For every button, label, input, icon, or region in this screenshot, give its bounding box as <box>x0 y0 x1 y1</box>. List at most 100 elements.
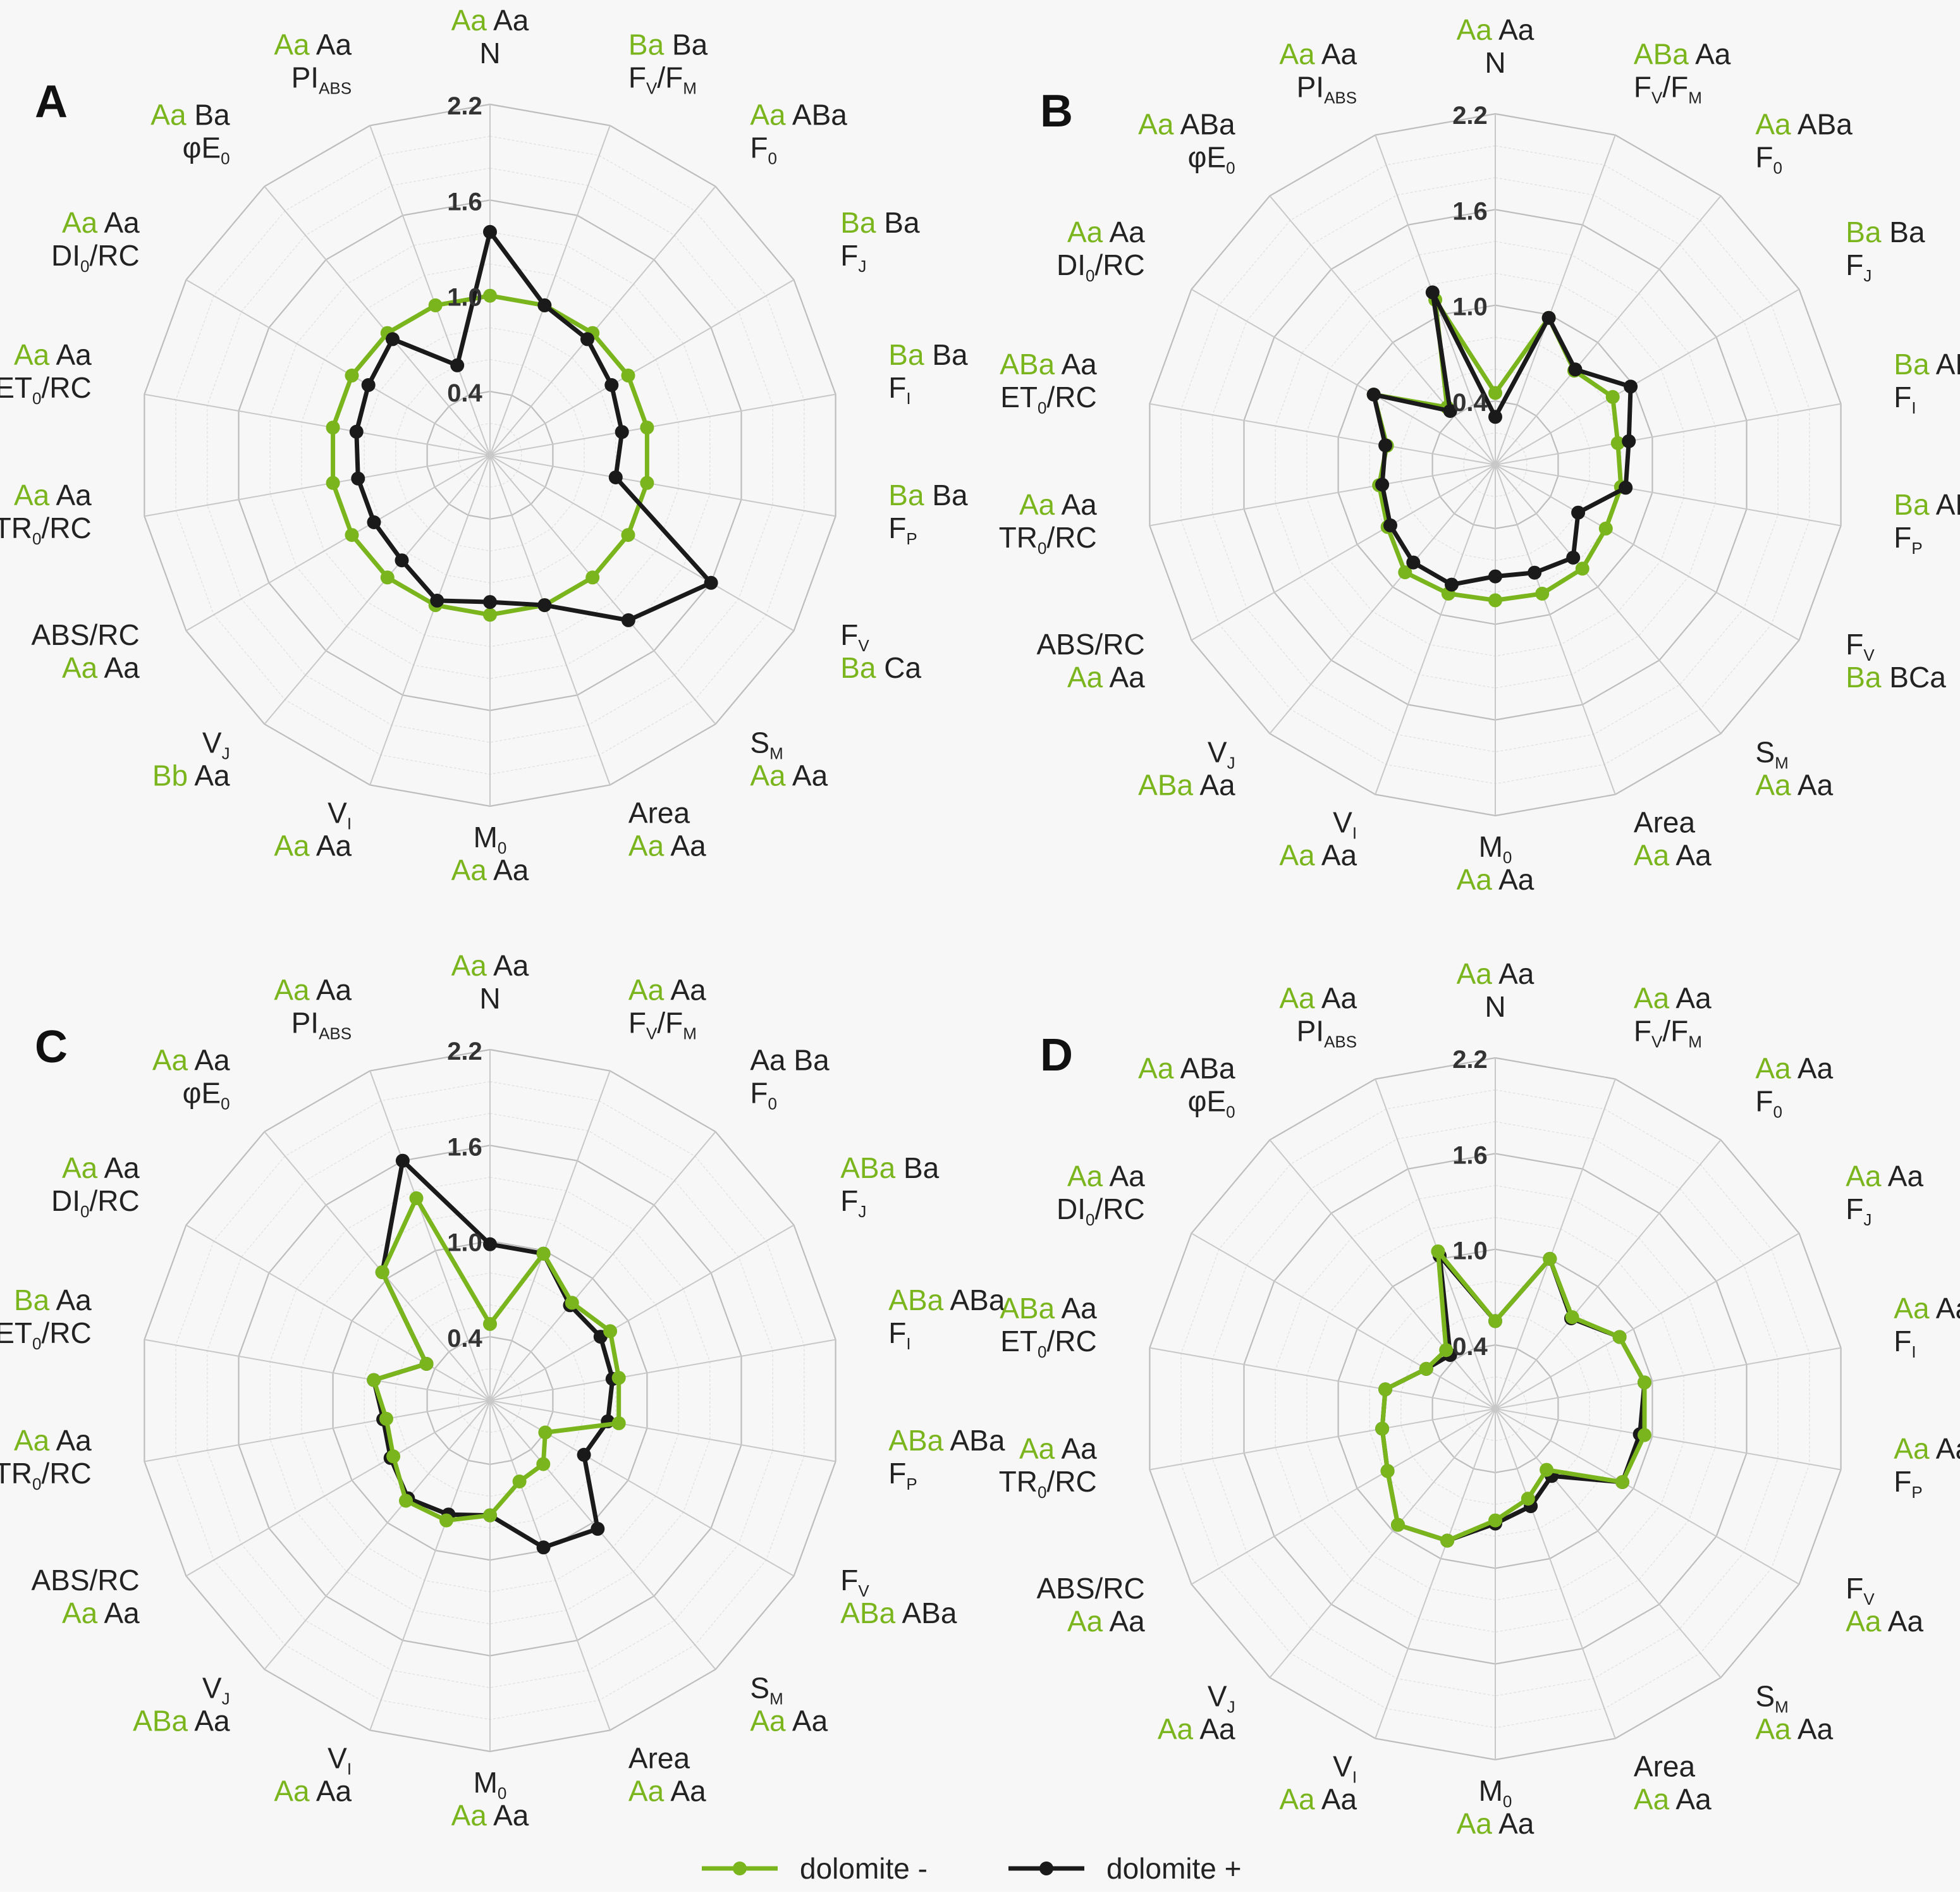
axis-label: FV <box>840 1564 869 1600</box>
axis-label: ET0/RC <box>1000 381 1096 417</box>
data-point <box>1439 1343 1454 1358</box>
grid-spoke <box>1269 1139 1496 1409</box>
axis-letters: Aa ABa <box>1755 108 1853 141</box>
grid-spoke <box>1495 403 1841 465</box>
axis-label: FI <box>888 371 910 408</box>
tick-label: 1.6 <box>447 188 482 216</box>
grid-spoke <box>369 455 491 785</box>
axis-letters: Aa Aa <box>1846 1605 1923 1638</box>
axis-letters: Aa Aa <box>62 651 140 684</box>
axis-letters: Aa Aa <box>1457 957 1534 990</box>
axis-letters: Aa Aa <box>14 1424 92 1457</box>
axis-letters: Ba Ba <box>888 479 968 512</box>
axis-letters: Aa Aa <box>1457 1807 1534 1840</box>
grid-spoke <box>264 1400 491 1670</box>
axis-letters: Aa Aa <box>274 28 352 61</box>
axis-label: N <box>1485 46 1505 79</box>
axis-letters: Aa Aa <box>1279 38 1357 71</box>
data-point <box>1375 477 1390 492</box>
grid-spoke <box>1495 464 1722 734</box>
axis-letters: Aa Aa <box>1067 216 1145 248</box>
grid-spoke <box>489 455 716 725</box>
grid-spoke <box>1375 1079 1496 1409</box>
axis-label: SM <box>1755 1679 1788 1716</box>
data-point <box>1638 1375 1651 1390</box>
data-point <box>1528 565 1542 580</box>
data-point <box>395 553 409 568</box>
data-point <box>640 420 654 435</box>
grid-spoke <box>489 455 795 632</box>
axis-label: FV/FM <box>628 61 697 98</box>
data-point <box>351 471 365 486</box>
axis-letters: Aa Aa <box>628 829 706 862</box>
axis-letters: Aa Aa <box>1019 1432 1097 1465</box>
legend: dolomite - dolomite + <box>702 1852 1242 1885</box>
legend-marker <box>1039 1861 1053 1875</box>
grid-spoke <box>1191 288 1496 465</box>
grid-spoke <box>1495 464 1616 795</box>
grid-spoke <box>1495 1408 1800 1585</box>
grid-spoke <box>1375 1408 1496 1739</box>
data-point <box>1488 410 1502 424</box>
axis-label: φE0 <box>183 1077 230 1113</box>
tick-label: 1.0 <box>1452 293 1488 321</box>
axis-label: FP <box>1894 521 1922 558</box>
data-point <box>1575 561 1589 576</box>
axis-label: N <box>1485 990 1505 1023</box>
data-point <box>1398 565 1412 580</box>
data-point <box>1521 1492 1535 1506</box>
axis-label: φE0 <box>1188 1085 1235 1122</box>
axis-letters: Aa Aa <box>1279 982 1357 1015</box>
axis-letters: Aa Ba <box>750 1044 830 1077</box>
grid-spoke <box>1495 135 1616 465</box>
data-point <box>1488 1314 1502 1328</box>
tick-label: 2.2 <box>1452 102 1488 130</box>
axis-label: ET0/RC <box>0 1316 92 1353</box>
data-point <box>375 1265 389 1280</box>
data-point <box>1565 1310 1579 1325</box>
axis-label: M0 <box>474 1766 507 1803</box>
data-point <box>585 570 600 585</box>
data-point <box>1378 1382 1393 1397</box>
axis-letters: Ba ABa <box>1894 348 1960 381</box>
data-point <box>1440 1533 1455 1548</box>
data-point <box>1488 1513 1502 1528</box>
data-point <box>577 1447 591 1462</box>
grid-spoke <box>489 279 795 456</box>
data-point <box>1488 569 1502 584</box>
grid-spoke <box>1495 1347 1841 1409</box>
data-point <box>386 1449 401 1464</box>
axis-label: M0 <box>474 821 507 857</box>
grid-spoke <box>489 1400 836 1463</box>
grid-spoke <box>1495 1408 1722 1678</box>
axis-letters: ABa ABa <box>840 1597 957 1629</box>
tick-label: 2.2 <box>447 1038 482 1065</box>
axis-letters: Aa Aa <box>1894 1432 1960 1465</box>
grid-spoke <box>185 1224 491 1401</box>
axis-letters: Ba Ca <box>840 651 921 684</box>
axis-letters: Aa Aa <box>628 1774 706 1807</box>
data-point <box>395 1153 410 1168</box>
data-point <box>611 1371 626 1385</box>
data-point <box>621 368 635 383</box>
panel-label: A <box>35 77 68 127</box>
axis-letters: ABa Aa <box>1138 768 1235 801</box>
axis-letters: ABa ABa <box>888 1284 1005 1316</box>
axis-label: Area <box>1634 1750 1696 1782</box>
axis-label: ET0/RC <box>1000 1325 1096 1361</box>
series-line-dolomite-plus <box>1371 290 1633 587</box>
grid-spoke <box>489 393 836 456</box>
axis-letters: Aa Aa <box>14 479 92 512</box>
data-point <box>580 332 594 346</box>
grid-spoke <box>264 455 491 725</box>
axis-letters: Aa ABa <box>1138 108 1235 141</box>
data-point <box>1488 593 1502 608</box>
axis-letters: Ba Ba <box>840 206 920 239</box>
axis-label: DI0/RC <box>51 1184 140 1221</box>
data-point <box>536 1540 551 1555</box>
data-point <box>1615 1475 1629 1489</box>
axis-label: FP <box>888 1457 917 1493</box>
grid-spoke <box>264 186 491 456</box>
data-point <box>326 420 340 435</box>
